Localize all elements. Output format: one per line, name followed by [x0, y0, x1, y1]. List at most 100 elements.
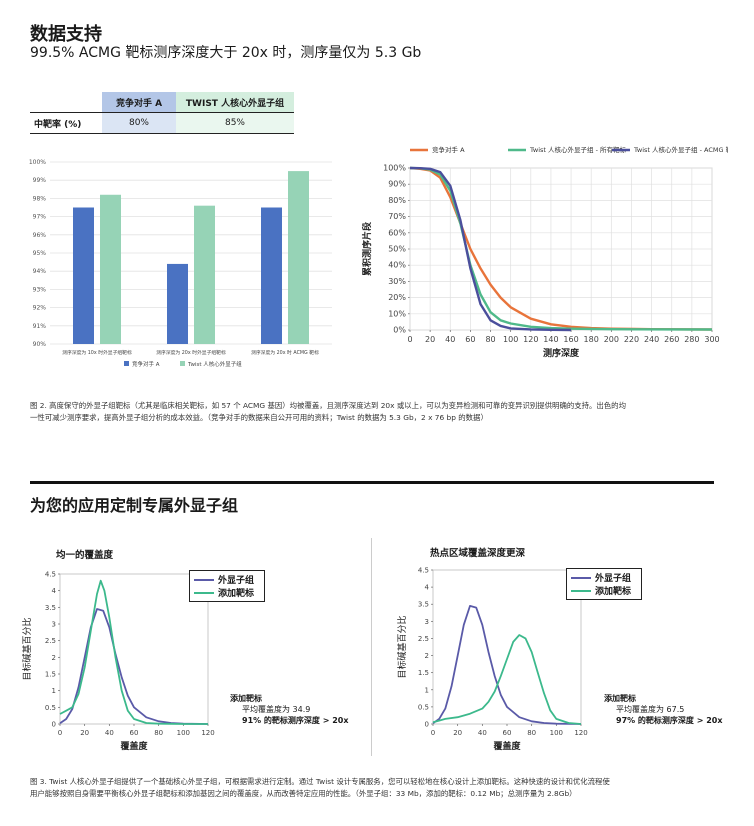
figure3-caption: 图 3. Twist 人核心外显子组提供了一个基础核心外显子组，可根据需求进行定… — [30, 777, 610, 798]
y-tick-label: 70% — [388, 212, 406, 221]
x-tick-label: 160 — [563, 335, 578, 344]
y-tick-label: 1 — [52, 687, 56, 695]
bar — [73, 207, 94, 344]
note-left-line1: 平均覆盖度为 34.9 — [242, 705, 311, 714]
y-tick-label: 80% — [388, 196, 406, 205]
x-tick-label: 100 — [550, 729, 563, 737]
x-tick-label: 测序深度为 20x 时 ACMG 靶标 — [251, 349, 319, 356]
legend-swatch — [124, 361, 129, 366]
x-tick-label: 280 — [684, 335, 699, 344]
table-header-empty — [30, 92, 102, 113]
table-cell-twist: 85% — [176, 112, 294, 134]
legend-swatch-spikein — [194, 591, 214, 594]
x-tick-label: 80 — [154, 729, 163, 737]
y-tick-label: 0.5 — [45, 704, 56, 712]
y-tick-label: 2.5 — [418, 635, 429, 643]
series-line — [409, 166, 713, 331]
x-tick-label: 120 — [574, 729, 587, 737]
legend-item-spikein: 添加靶标 — [194, 586, 260, 599]
series-line — [409, 166, 572, 332]
y-tick-label: 4 — [425, 584, 430, 592]
x-tick-label: 40 — [445, 335, 455, 344]
y-tick-label: 98% — [33, 195, 47, 202]
table-row: 中靶率 (%) 80% 85% — [30, 112, 294, 134]
table-header-row: 竞争对手 A TWIST 人核心外显子组 — [30, 92, 294, 113]
y-tick-label: 1.5 — [45, 671, 56, 679]
y-tick-label: 91% — [33, 323, 47, 330]
x-tick-label: 0 — [58, 729, 62, 737]
x-tick-label: 220 — [624, 335, 639, 344]
x-tick-label: 140 — [543, 335, 558, 344]
legend-label: 竞争对手 A — [132, 360, 160, 368]
x-axis-label: 覆盖度 — [493, 740, 521, 752]
note-left-heading: 添加靶标 — [230, 694, 262, 703]
table-header-competitor: 竞争对手 A — [102, 92, 176, 113]
plot-frame — [59, 573, 209, 725]
bar — [167, 263, 188, 344]
table-row-label: 中靶率 (%) — [30, 112, 102, 134]
x-tick-label: 20 — [425, 335, 435, 344]
legend-item-exome: 外显子组 — [194, 573, 260, 586]
y-tick-label: 0% — [393, 326, 406, 335]
x-tick-label: 300 — [704, 335, 719, 344]
y-tick-label: 90% — [388, 180, 406, 189]
x-tick-label: 100 — [177, 729, 190, 737]
bar — [194, 205, 215, 344]
x-tick-label: 0 — [431, 729, 435, 737]
x-tick-label: 20 — [453, 729, 462, 737]
note-right: 添加靶标 平均覆盖度为 67.5 97% 的靶标测序深度 > 20x — [604, 693, 744, 726]
page-subtitle: 99.5% ACMG 靶标测序深度大于 20x 时，测序量仅为 5.3 Gb — [30, 45, 422, 61]
table-cell-competitor: 80% — [102, 112, 176, 134]
x-tick-label: 200 — [604, 335, 619, 344]
x-tick-label: 80 — [485, 335, 495, 344]
table-header-twist: TWIST 人核心外显子组 — [176, 92, 294, 113]
legend-item-exome-right: 外显子组 — [571, 571, 637, 584]
x-tick-label: 40 — [478, 729, 487, 737]
x-tick-label: 40 — [105, 729, 114, 737]
line-chart-cumulative-reads: 0% 10% 20% 30% 40% 50% 60% 70% 80% 90% 100% 0 20 40 60… — [361, 145, 728, 359]
legend-label: Twist 人核心外显子组 - ACMG 靶标 — [633, 145, 728, 154]
y-tick-label: 40% — [388, 261, 406, 270]
y-tick-label: 50% — [388, 245, 406, 254]
plot-frame — [432, 569, 582, 725]
y-tick-label: 2 — [425, 652, 429, 660]
y-tick-label: 99% — [33, 177, 47, 184]
y-tick-label: 4.5 — [45, 571, 56, 579]
y-tick-label: 30% — [388, 277, 406, 286]
y-tick-label: 2.5 — [45, 637, 56, 645]
note-left-line2: 91% 的靶标测序深度 > 20x — [242, 716, 349, 725]
y-tick-label: 3 — [52, 621, 56, 629]
legend-swatch-exome — [194, 578, 214, 581]
legend-swatch-exome-right — [571, 576, 591, 579]
panel-right-title: 热点区域覆盖深度更深 — [430, 548, 526, 559]
bar-chart-coverage: 90% 91% 92% 93% 94% 95% 96% 97% 98% 99% 100% 测序深度为 … — [29, 159, 332, 368]
y-tick-label: 97% — [33, 214, 47, 221]
bar — [288, 171, 309, 344]
legend-label: 竞争对手 A — [432, 145, 465, 154]
y-tick-label: 0 — [52, 721, 56, 729]
x-tick-label: 120 — [523, 335, 538, 344]
y-tick-label: 4 — [52, 587, 57, 595]
x-axis-label: 测序深度 — [543, 347, 580, 359]
legend-label-exome: 外显子组 — [218, 576, 255, 586]
series-line — [59, 608, 209, 725]
x-tick-label: 120 — [201, 729, 214, 737]
legend-label: Twist 人核心外显子组 — [187, 360, 242, 368]
x-axis-label: 覆盖度 — [120, 740, 148, 752]
legend-label-spikein-right: 添加靶标 — [595, 587, 632, 597]
legend-swatch-spikein-right — [571, 589, 591, 592]
panel-left-title: 均一的覆盖度 — [56, 550, 114, 561]
y-tick-label: 20% — [388, 293, 406, 302]
note-left: 添加靶标 平均覆盖度为 34.9 91% 的靶标测序深度 > 20x — [230, 693, 370, 726]
y-tick-label: 94% — [33, 268, 47, 275]
legend-left: 外显子组 添加靶标 — [189, 570, 265, 602]
y-axis-label: 目标碱基百分比 — [21, 617, 33, 680]
note-right-heading: 添加靶标 — [604, 694, 636, 703]
x-tick-label: 60 — [465, 335, 475, 344]
legend-right: 外显子组 添加靶标 — [566, 568, 642, 600]
x-tick-label: 180 — [584, 335, 599, 344]
legend-label: Twist 人核心外显子组 - 所有靶标 — [529, 145, 626, 154]
section2-title: 为您的应用定制专属外显子组 — [30, 496, 239, 515]
y-tick-label: 90% — [33, 341, 47, 348]
legend-label-spikein: 添加靶标 — [218, 589, 255, 599]
